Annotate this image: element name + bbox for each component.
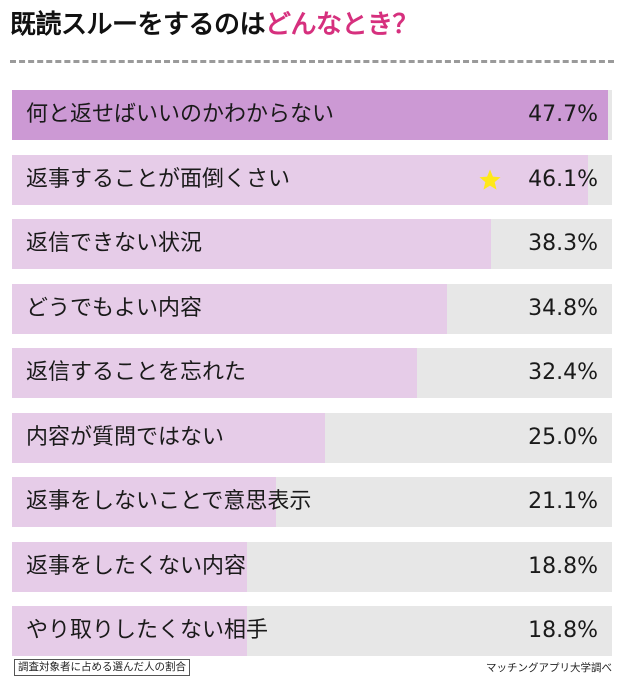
value-label: 32.4% [528,360,598,385]
bar [12,606,247,656]
bar [12,412,325,463]
value-label: 21.1% [528,489,598,514]
category-label: 返事することが面倒くさい [26,166,291,192]
bar-row: 返事をしないことで意思表示 21.1% [12,477,612,527]
bar [12,219,491,269]
star-shape [479,169,501,190]
bar-row: 内容が質問ではない 25.0% [12,412,612,463]
bar-row: 返信できない状況 38.3% [12,219,612,269]
bar [12,541,247,592]
title-highlight: どんなとき？ [265,10,419,40]
value-label: 38.3% [528,231,598,256]
value-label: 18.8% [528,618,598,643]
category-label: 内容が質問ではない [26,424,225,450]
category-label: 何と返せばいいのかわからない [26,102,335,127]
category-label: 返事をしないことで意思表示 [26,489,312,514]
value-label: 47.7% [528,102,598,127]
bar-row: どうでもよい内容 34.8% [12,283,612,334]
category-label: どうでもよい内容 [26,295,203,321]
bar [12,348,417,398]
bar-row: やり取りしたくない相手 18.8% [12,606,612,656]
category-label: 返信することを忘れた [26,360,247,385]
category-label: 返事をしたくない内容 [26,553,247,579]
bar-row: 何と返せばいいのかわからない 47.7% [12,90,612,140]
source-note: マッチングアプリ大学調べ [486,662,612,674]
value-label: 18.8% [528,553,598,579]
chart-title: 既読スルーをするのはどんなとき？ [10,10,419,40]
value-label: 25.0% [528,424,598,450]
title-prefix: 既読スルーをするのは [10,10,266,40]
bar-row: 返信することを忘れた 32.4% [12,348,612,398]
value-label: 34.8% [528,295,598,321]
footnote: 調査対象者に占める選んだ人の割合 [14,659,190,676]
bar [12,90,609,140]
title-divider [10,60,614,63]
category-label: やり取りしたくない相手 [26,618,269,643]
value-label: 46.1% [528,166,598,192]
bar [12,283,447,334]
category-label: 返信できない状況 [26,231,203,256]
star-icon [479,169,501,190]
bar-row: 返事することが面倒くさい 46.1% [12,154,612,205]
bar [12,477,276,527]
bar-row: 返事をしたくない内容 18.8% [12,541,612,592]
